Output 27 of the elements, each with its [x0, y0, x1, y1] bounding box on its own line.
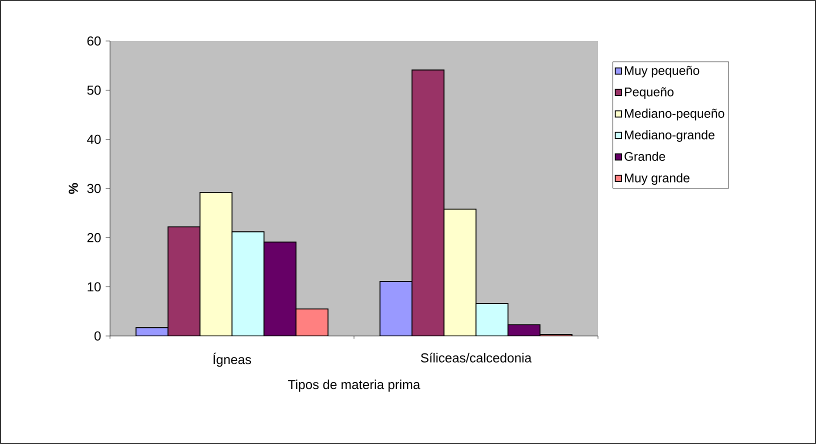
- y-tick-label: 0: [94, 331, 101, 341]
- bar: [200, 192, 232, 336]
- bar: [476, 303, 508, 336]
- legend-label: Muy pequeño: [625, 66, 700, 78]
- y-tick-label: 40: [87, 134, 101, 144]
- x-tick-label: Síliceas/calcedonia: [420, 352, 532, 362]
- legend-label: Grande: [624, 152, 666, 161]
- bar: [232, 231, 264, 336]
- y-axis-title: %: [68, 183, 78, 194]
- bar: [168, 226, 200, 336]
- y-tick-label: 10: [88, 282, 101, 292]
- bar: [444, 208, 476, 336]
- bar: [508, 324, 540, 336]
- legend-label: Mediano-grande: [625, 130, 714, 142]
- y-tick-label: 30: [87, 184, 101, 194]
- y-tick-label: 60: [87, 36, 101, 46]
- bar: [412, 70, 444, 336]
- y-tick-label: 50: [87, 86, 101, 95]
- bar: [296, 308, 328, 336]
- bar: [380, 280, 412, 336]
- x-tick-label: Ígneas: [213, 352, 252, 367]
- legend-label: Pequeño: [625, 87, 674, 99]
- legend-label: Muy grande: [625, 173, 690, 185]
- y-tick-label: 20: [87, 233, 101, 242]
- legend-label: Mediano-pequeño: [625, 108, 724, 120]
- bar: [264, 242, 296, 336]
- x-axis-title: Tipos de materia prima: [288, 380, 420, 392]
